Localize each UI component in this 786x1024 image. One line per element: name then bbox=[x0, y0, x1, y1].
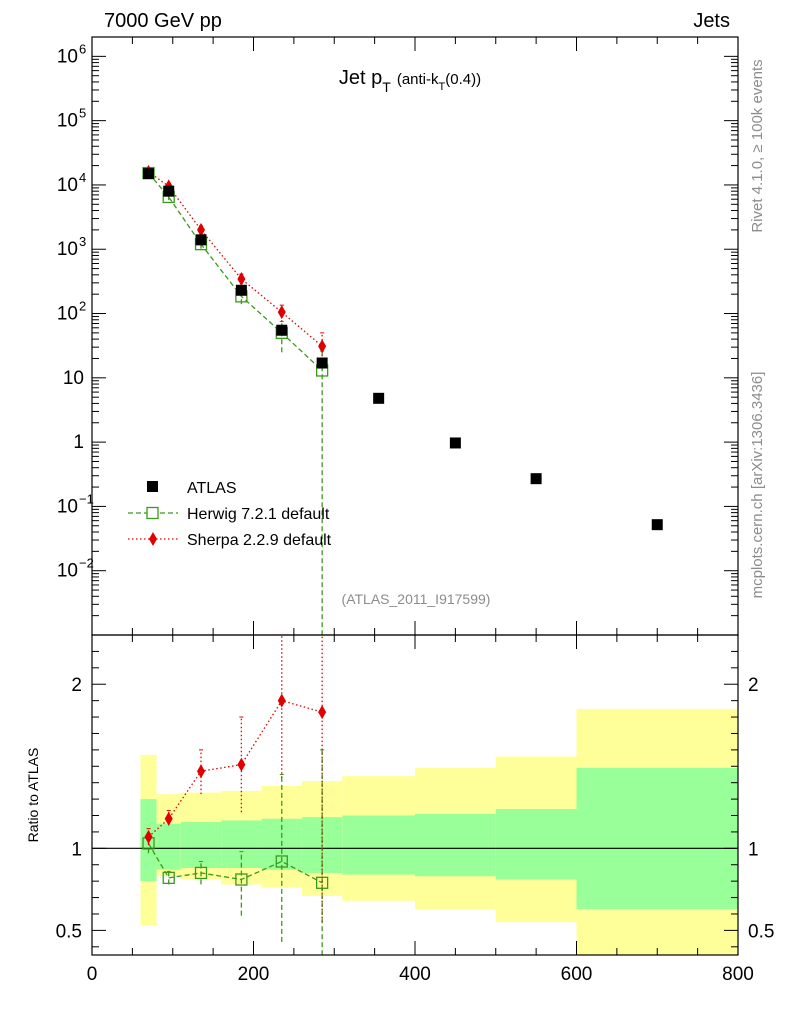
y-tick-base: 1 bbox=[73, 432, 84, 453]
legend-marker-atlas bbox=[147, 481, 158, 492]
legend-marker-sherpa bbox=[149, 532, 157, 546]
herwig-ratio-point bbox=[275, 855, 288, 868]
sherpa-ratio-point bbox=[277, 693, 286, 708]
sherpa-point bbox=[237, 271, 246, 286]
legend-label-atlas: ATLAS bbox=[187, 480, 237, 497]
atlas-point bbox=[276, 324, 288, 336]
atlas-point bbox=[373, 392, 385, 404]
y-tick-exponent: 3 bbox=[79, 234, 86, 249]
ratio-y-tick-label: 1 bbox=[71, 839, 82, 860]
sherpa-ratio-line bbox=[148, 699, 323, 838]
ratio-y-axis-label: Ratio to ATLAS bbox=[25, 748, 41, 843]
y-tick-label: 10 bbox=[57, 496, 78, 517]
y-tick-base: 10 bbox=[63, 368, 84, 389]
y-tick-exponent: −2 bbox=[79, 556, 94, 571]
ratio-series-layer bbox=[142, 635, 329, 955]
energy-label: 7000 GeV pp bbox=[104, 10, 222, 32]
herwig-ratio-point bbox=[194, 866, 208, 880]
green-uncertainty-band bbox=[156, 823, 181, 870]
ratio-uncertainty-bands bbox=[92, 708, 738, 955]
ratio-y-tick-label-right: 1 bbox=[748, 839, 759, 860]
y-tick-exponent: 2 bbox=[79, 299, 86, 314]
legend: ATLAS Herwig 7.2.1 default Sherpa 2.2.9 … bbox=[128, 480, 332, 549]
green-uncertainty-band bbox=[221, 820, 262, 869]
ratio-y-tick-label-right: 2 bbox=[748, 675, 759, 696]
sherpa-line bbox=[148, 171, 323, 347]
sherpa-point bbox=[277, 305, 286, 320]
atlas-point bbox=[316, 357, 328, 369]
sherpa-ratio-series bbox=[144, 635, 327, 923]
green-uncertainty-band bbox=[342, 815, 415, 875]
main-panel bbox=[92, 37, 738, 635]
y-tick-exponent: 5 bbox=[79, 106, 86, 121]
ratio-y-tick-label-right: 0.5 bbox=[748, 921, 774, 942]
green-uncertainty-band bbox=[415, 813, 496, 877]
ratio-axes: 0.5 0.5 1 1 2 2 0 200 400 600 800 bbox=[56, 634, 774, 985]
atlas-point bbox=[195, 234, 207, 246]
title-algo: (anti-k bbox=[397, 71, 439, 88]
sherpa-point bbox=[318, 339, 327, 354]
legend-label-herwig: Herwig 7.2.1 default bbox=[187, 506, 330, 523]
x-tick-label: 200 bbox=[238, 964, 270, 985]
x-tick-label: 600 bbox=[561, 964, 593, 985]
x-tick-label: 400 bbox=[399, 964, 431, 985]
ratio-y-tick-label: 0.5 bbox=[56, 921, 82, 942]
legend-label-sherpa: Sherpa 2.2.9 default bbox=[187, 532, 332, 549]
atlas-series bbox=[143, 168, 663, 531]
title-sub-t: T bbox=[382, 79, 391, 95]
title-radius: (0.4)) bbox=[445, 71, 481, 88]
sherpa-ratio-point bbox=[164, 811, 173, 826]
y-tick-base: 10 bbox=[57, 111, 78, 132]
atlas-point bbox=[651, 519, 663, 531]
atlas-point bbox=[143, 168, 155, 180]
main-series-layer bbox=[142, 164, 663, 635]
sherpa-ratio-point bbox=[197, 764, 206, 779]
y-tick-base: 10 bbox=[57, 496, 78, 517]
y-tick-base: 10 bbox=[57, 304, 78, 325]
x-tick-label: 0 bbox=[87, 964, 98, 985]
x-tick-label: 800 bbox=[722, 964, 754, 985]
legend-marker-herwig bbox=[146, 506, 159, 520]
green-uncertainty-band bbox=[180, 822, 222, 869]
y-tick-label: 10 bbox=[57, 111, 78, 132]
atlas-point bbox=[449, 437, 461, 449]
y-tick-exponent: 6 bbox=[79, 41, 86, 56]
rivet-label: Rivet 4.1.0, ≥ 100k events bbox=[749, 59, 766, 232]
herwig-ratio-point bbox=[162, 871, 175, 885]
title-main: Jet p bbox=[339, 67, 382, 89]
y-tick-label: 1 bbox=[73, 432, 84, 453]
y-tick-label: 10 bbox=[57, 304, 78, 325]
y-tick-label: 10 bbox=[63, 368, 84, 389]
y-tick-label: 10 bbox=[57, 561, 78, 582]
y-tick-label: 10 bbox=[57, 175, 78, 196]
y-tick-base: 10 bbox=[57, 239, 78, 260]
y-tick-base: 10 bbox=[57, 46, 78, 67]
mcplots-label: mcplots.cern.ch [arXiv:1306.3436] bbox=[749, 372, 766, 599]
y-tick-base: 10 bbox=[57, 561, 78, 582]
y-tick-label: 10 bbox=[57, 46, 78, 67]
y-tick-base: 10 bbox=[57, 175, 78, 196]
green-uncertainty-band bbox=[495, 808, 577, 880]
sherpa-ratio-point bbox=[144, 829, 153, 844]
atlas-point bbox=[530, 473, 542, 485]
title-sub-t2: T bbox=[439, 81, 446, 93]
sherpa-point bbox=[197, 222, 206, 237]
plot-title: Jet pT (anti-kT(0.4)) bbox=[339, 67, 481, 95]
analysis-label: (ATLAS_2011_I917599) bbox=[342, 591, 491, 607]
process-label: Jets bbox=[693, 10, 730, 32]
green-uncertainty-band bbox=[576, 767, 738, 910]
sherpa-ratio-point bbox=[318, 705, 327, 720]
ratio-y-tick-label: 2 bbox=[71, 675, 82, 696]
atlas-point bbox=[235, 284, 247, 296]
herwig-ratio-point bbox=[235, 873, 248, 886]
y-tick-exponent: −1 bbox=[79, 491, 94, 506]
y-tick-exponent: 4 bbox=[79, 170, 86, 185]
y-tick-label: 10 bbox=[57, 239, 78, 260]
sherpa-ratio-point bbox=[237, 757, 246, 772]
atlas-point bbox=[163, 185, 175, 197]
